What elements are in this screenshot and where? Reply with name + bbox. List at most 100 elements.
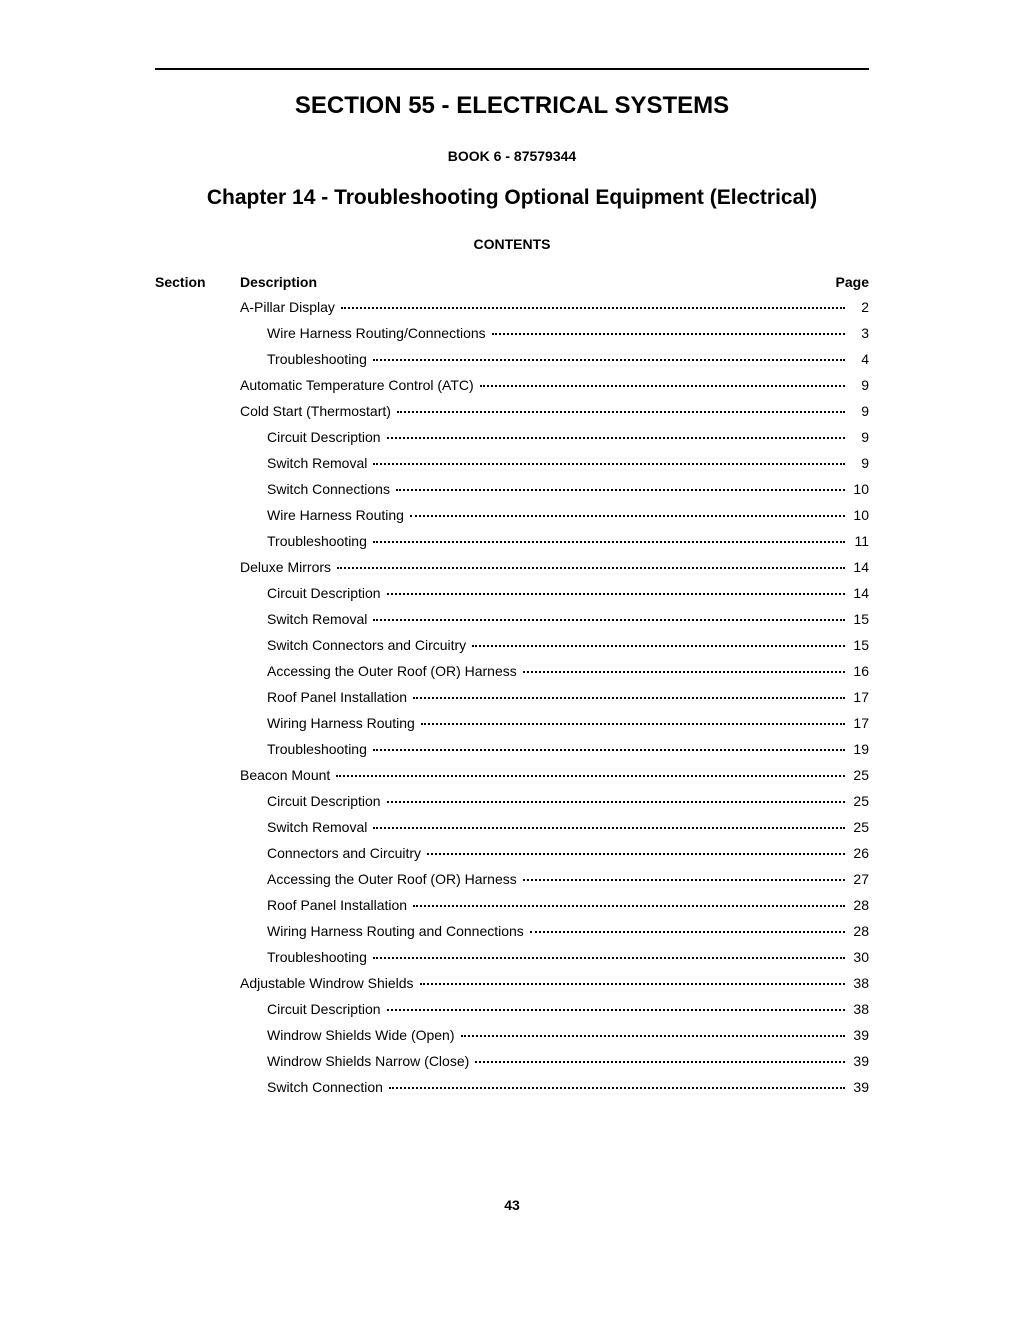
toc-entry-page: 10 bbox=[847, 508, 869, 522]
toc-leader-dots bbox=[336, 775, 845, 777]
toc-entry-page: 11 bbox=[847, 534, 869, 548]
toc-row: Wire Harness Routing/Connections 3 bbox=[155, 326, 869, 340]
toc-entry-page: 9 bbox=[847, 430, 869, 444]
toc-entry-label: Switch Connectors and Circuitry bbox=[267, 638, 470, 652]
toc-entry-page: 9 bbox=[847, 378, 869, 392]
toc-row: Troubleshooting30 bbox=[155, 950, 869, 964]
toc-row: Switch Connection39 bbox=[155, 1080, 869, 1094]
toc-row: Accessing the Outer Roof (OR) Harness27 bbox=[155, 872, 869, 886]
toc-leader-dots bbox=[427, 853, 845, 855]
toc-leader-dots bbox=[472, 645, 845, 647]
toc-row: Wire Harness Routing 10 bbox=[155, 508, 869, 522]
toc-entry-label: Cold Start (Thermostart) bbox=[240, 404, 395, 418]
toc-entry-label: Circuit Description bbox=[267, 430, 385, 444]
toc-row: Adjustable Windrow Shields38 bbox=[155, 976, 869, 990]
toc-leader-dots bbox=[421, 723, 845, 725]
toc-entry-page: 19 bbox=[847, 742, 869, 756]
toc-entry-page: 9 bbox=[847, 456, 869, 470]
col-header-description: Description bbox=[240, 274, 819, 290]
toc-leader-dots bbox=[410, 515, 845, 517]
toc-entry-label: Automatic Temperature Control (ATC) bbox=[240, 378, 478, 392]
toc-entry-label: Troubleshooting bbox=[267, 352, 371, 366]
toc-leader-dots bbox=[530, 931, 845, 933]
section-title: SECTION 55 - ELECTRICAL SYSTEMS bbox=[155, 92, 869, 120]
toc-entry-label: Wiring Harness Routing and Connections bbox=[267, 924, 528, 938]
toc-entry-page: 3 bbox=[847, 326, 869, 340]
toc-row: Switch Removal 15 bbox=[155, 612, 869, 626]
toc-row: Circuit Description 14 bbox=[155, 586, 869, 600]
toc-entry-page: 38 bbox=[847, 1002, 869, 1016]
toc-leader-dots bbox=[389, 1087, 845, 1089]
toc-entry-page: 4 bbox=[847, 352, 869, 366]
toc-leader-dots bbox=[387, 1009, 845, 1011]
toc-row: Circuit Description 38 bbox=[155, 1002, 869, 1016]
toc-entry-page: 2 bbox=[847, 300, 869, 314]
toc-entry-page: 28 bbox=[847, 898, 869, 912]
toc-entry-label: Beacon Mount bbox=[240, 768, 334, 782]
toc-entry-label: Circuit Description bbox=[267, 586, 385, 600]
toc-leader-dots bbox=[373, 619, 845, 621]
toc-entry-page: 15 bbox=[847, 612, 869, 626]
toc-entry-label: Wiring Harness Routing bbox=[267, 716, 419, 730]
toc-row: Wiring Harness Routing 17 bbox=[155, 716, 869, 730]
toc-entry-label: Switch Connections bbox=[267, 482, 394, 496]
toc-row: Windrow Shields Narrow (Close)39 bbox=[155, 1054, 869, 1068]
toc-entry-page: 15 bbox=[847, 638, 869, 652]
toc-row: Connectors and Circuitry26 bbox=[155, 846, 869, 860]
toc-entry-label: Circuit Description bbox=[267, 794, 385, 808]
toc-list: A-Pillar Display 2 Wire Harness Routing/Co… bbox=[155, 300, 869, 1094]
toc-entry-label: Switch Removal bbox=[267, 612, 371, 626]
toc-entry-label: Switch Connection bbox=[267, 1080, 387, 1094]
toc-row: Circuit Description 9 bbox=[155, 430, 869, 444]
toc-entry-label: Switch Removal bbox=[267, 456, 371, 470]
toc-entry-label: Windrow Shields Wide (Open) bbox=[267, 1028, 459, 1042]
toc-leader-dots bbox=[373, 749, 845, 751]
toc-leader-dots bbox=[492, 333, 845, 335]
toc-row: Cold Start (Thermostart)9 bbox=[155, 404, 869, 418]
toc-entry-label: Connectors and Circuitry bbox=[267, 846, 425, 860]
toc-row: Roof Panel Installation17 bbox=[155, 690, 869, 704]
toc-leader-dots bbox=[337, 567, 845, 569]
toc-row: Switch Connections10 bbox=[155, 482, 869, 496]
toc-entry-page: 28 bbox=[847, 924, 869, 938]
col-header-section: Section bbox=[155, 274, 240, 290]
toc-entry-page: 25 bbox=[847, 794, 869, 808]
toc-leader-dots bbox=[373, 463, 845, 465]
toc-entry-page: 14 bbox=[847, 560, 869, 574]
toc-entry-label: Windrow Shields Narrow (Close) bbox=[267, 1054, 473, 1068]
toc-leader-dots bbox=[373, 957, 845, 959]
toc-entry-label: Circuit Description bbox=[267, 1002, 385, 1016]
toc-entry-label: Troubleshooting bbox=[267, 742, 371, 756]
toc-entry-label: Roof Panel Installation bbox=[267, 690, 411, 704]
toc-row: Switch Removal25 bbox=[155, 820, 869, 834]
toc-entry-label: Troubleshooting bbox=[267, 950, 371, 964]
toc-entry-page: 39 bbox=[847, 1028, 869, 1042]
toc-row: Windrow Shields Wide (Open) 39 bbox=[155, 1028, 869, 1042]
toc-entry-page: 25 bbox=[847, 820, 869, 834]
toc-row: Beacon Mount 25 bbox=[155, 768, 869, 782]
toc-entry-page: 16 bbox=[847, 664, 869, 678]
toc-entry-label: Wire Harness Routing bbox=[267, 508, 408, 522]
toc-entry-label: Wire Harness Routing/Connections bbox=[267, 326, 490, 340]
toc-entry-label: Roof Panel Installation bbox=[267, 898, 411, 912]
toc-entry-label: Accessing the Outer Roof (OR) Harness bbox=[267, 872, 521, 886]
toc-entry-page: 25 bbox=[847, 768, 869, 782]
toc-entry-label: Accessing the Outer Roof (OR) Harness bbox=[267, 664, 521, 678]
toc-row: Switch Removal 9 bbox=[155, 456, 869, 470]
toc-leader-dots bbox=[475, 1061, 845, 1063]
toc-entry-label: A-Pillar Display bbox=[240, 300, 339, 314]
toc-row: Accessing the Outer Roof (OR) Harness 16 bbox=[155, 664, 869, 678]
toc-leader-dots bbox=[396, 489, 845, 491]
toc-entry-page: 17 bbox=[847, 716, 869, 730]
toc-row: Deluxe Mirrors14 bbox=[155, 560, 869, 574]
toc-leader-dots bbox=[373, 359, 845, 361]
toc-leader-dots bbox=[413, 905, 845, 907]
contents-label: CONTENTS bbox=[155, 236, 869, 252]
toc-row: Troubleshooting11 bbox=[155, 534, 869, 548]
toc-leader-dots bbox=[397, 411, 845, 413]
toc-row: Circuit Description 25 bbox=[155, 794, 869, 808]
toc-entry-page: 14 bbox=[847, 586, 869, 600]
book-line: BOOK 6 - 87579344 bbox=[155, 148, 869, 164]
toc-leader-dots bbox=[523, 879, 845, 881]
toc-row: A-Pillar Display 2 bbox=[155, 300, 869, 314]
